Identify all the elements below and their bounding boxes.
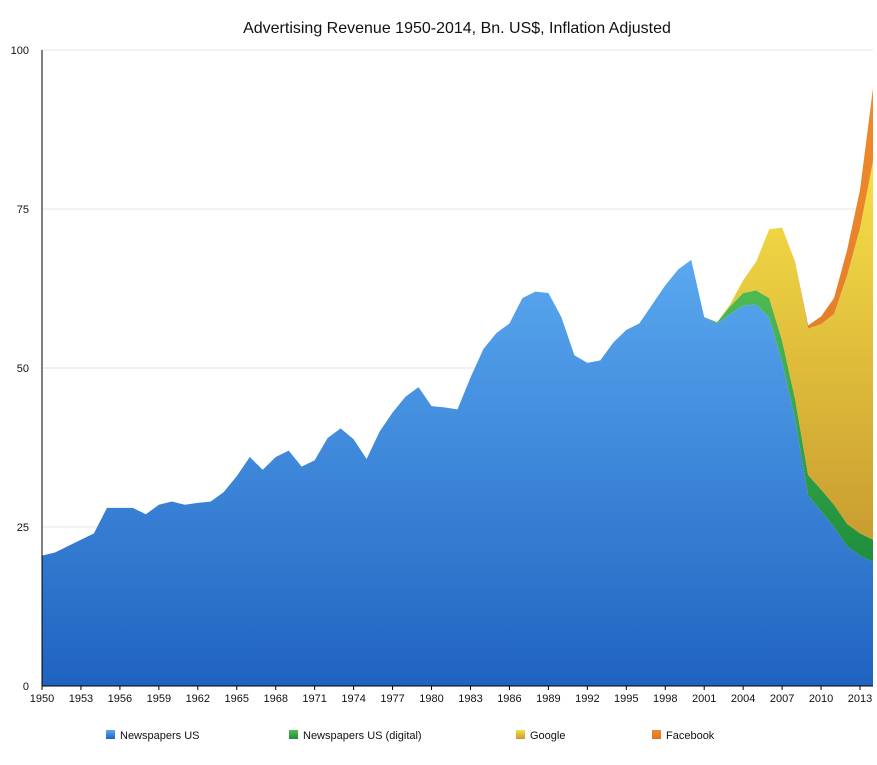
- x-tick-label: 1962: [186, 693, 210, 705]
- x-tick-label: 2007: [770, 693, 794, 705]
- series-areas: [42, 88, 873, 686]
- x-tick-label: 1965: [225, 693, 249, 705]
- legend: Newspapers US Newspapers US (digital) Goog…: [106, 730, 715, 742]
- x-tick-label: 1971: [302, 693, 326, 705]
- y-axis-ticks: 0 25 50 75 100: [11, 45, 29, 693]
- y-tick-label: 50: [17, 363, 29, 375]
- x-axis-ticks: 1950 1953 1956 1959 1962 1965 1968 1971 1974 1977…: [30, 686, 872, 705]
- x-tick-label: 1974: [341, 693, 365, 705]
- x-tick-label: 1992: [575, 693, 599, 705]
- x-tick-label: 2001: [692, 693, 716, 705]
- y-tick-label: 25: [17, 522, 29, 534]
- legend-label-facebook: Facebook: [666, 730, 715, 742]
- x-tick-label: 1998: [653, 693, 677, 705]
- axes: [41, 50, 873, 687]
- x-tick-label: 2013: [848, 693, 872, 705]
- x-tick-label: 1977: [380, 693, 404, 705]
- x-tick-label: 1956: [108, 693, 132, 705]
- y-tick-label: 100: [11, 45, 29, 57]
- legend-swatch-google: [516, 730, 525, 739]
- series-area-newspapers-us: [42, 259, 873, 686]
- legend-label-newspapers-us-digital: Newspapers US (digital): [303, 730, 422, 742]
- chart-title: Advertising Revenue 1950-2014, Bn. US$, …: [243, 20, 671, 37]
- legend-label-newspapers-us: Newspapers US: [120, 730, 199, 742]
- x-tick-label: 1980: [419, 693, 443, 705]
- y-tick-label: 75: [17, 204, 29, 216]
- legend-label-google: Google: [530, 730, 565, 742]
- legend-swatch-newspapers-us: [106, 730, 115, 739]
- x-tick-label: 1986: [497, 693, 521, 705]
- x-tick-label: 1968: [263, 693, 287, 705]
- x-tick-label: 1983: [458, 693, 482, 705]
- x-tick-label: 1989: [536, 693, 560, 705]
- x-tick-label: 1953: [69, 693, 93, 705]
- x-tick-label: 2004: [731, 693, 755, 705]
- legend-swatch-newspapers-us-digital: [289, 730, 298, 739]
- y-tick-label: 0: [23, 681, 29, 693]
- x-tick-label: 2010: [809, 693, 833, 705]
- x-tick-label: 1950: [30, 693, 54, 705]
- x-tick-label: 1959: [147, 693, 171, 705]
- legend-swatch-facebook: [652, 730, 661, 739]
- x-tick-label: 1995: [614, 693, 638, 705]
